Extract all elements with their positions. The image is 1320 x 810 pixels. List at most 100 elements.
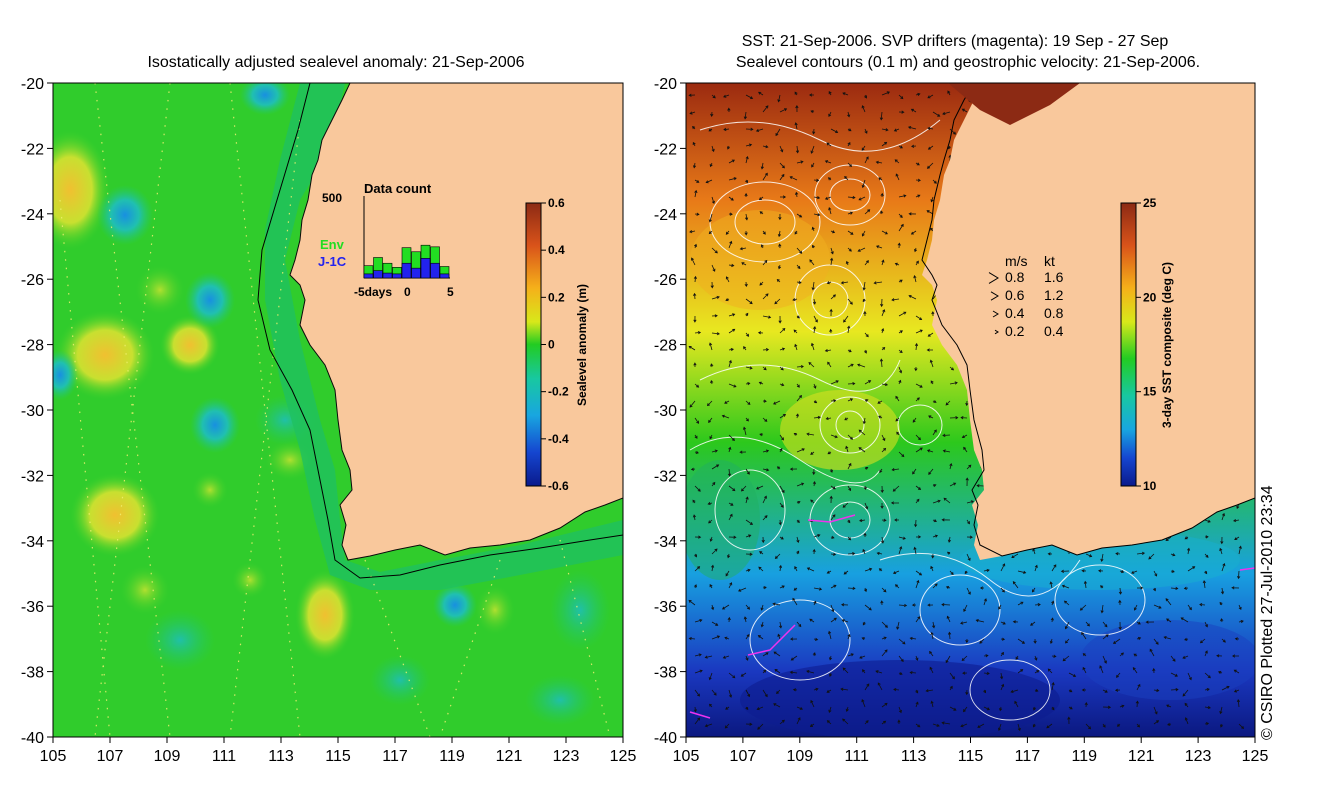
- velocity-arrow: [790, 637, 798, 641]
- velocity-arrow: [826, 689, 832, 693]
- sla-colorbar-tick-label: -0.4: [548, 432, 569, 446]
- velocity-arrow: [709, 434, 713, 440]
- velocity-arrow: [930, 700, 934, 708]
- velocity-arrow: [744, 281, 748, 287]
- velocity-arrow: [709, 162, 713, 168]
- velocity-arrow: [966, 464, 972, 470]
- velocity-arrow: [931, 311, 935, 317]
- velocity-arrow: [1182, 689, 1189, 697]
- velocity-arrow: [796, 264, 801, 270]
- left-xtick-label: 105: [40, 748, 67, 765]
- velocity-arrow: [879, 468, 883, 474]
- velocity-arrow: [863, 532, 867, 538]
- velocity-arrow: [964, 570, 968, 575]
- velocity-arrow: [762, 417, 768, 422]
- velocity-arrow: [813, 534, 821, 538]
- velocity-arrow: [930, 631, 934, 640]
- velocity-arrow: [708, 703, 713, 708]
- sla-high-blob: [53, 130, 110, 250]
- velocity-arrow: [932, 429, 937, 436]
- velocity-arrow: [796, 519, 800, 523]
- velocity-arrow: [876, 551, 883, 555]
- velocity-arrow: [1118, 599, 1122, 606]
- coastline: [289, 83, 623, 561]
- velocity-arrow: [828, 91, 832, 96]
- velocity-arrow: [826, 570, 832, 574]
- sst-cold-patch: [740, 660, 1060, 737]
- velocity-arrow: [862, 621, 866, 626]
- velocity-arrow: [728, 383, 737, 388]
- velocity-arrow: [842, 718, 849, 725]
- velocity-arrow: [949, 570, 954, 576]
- velocity-arrow: [983, 706, 991, 711]
- inset-xtick-neg5: -5days: [354, 285, 392, 299]
- velocity-arrow: [998, 723, 1002, 732]
- velocity-arrow: [946, 615, 951, 623]
- velocity-arrow: [694, 535, 702, 539]
- right-xtick-label: 119: [1072, 748, 1098, 765]
- velocity-arrow: [795, 145, 800, 154]
- velocity-arrow: [949, 672, 955, 680]
- velocity-arrow: [1136, 683, 1141, 691]
- velocity-arrow: [758, 91, 764, 96]
- velocity-arrow: [881, 447, 887, 453]
- velocity-arrow: [711, 481, 716, 487]
- velocity-arrow: [847, 398, 854, 402]
- velocity-arrow: [776, 689, 781, 695]
- velocity-arrow: [1237, 570, 1241, 580]
- velocity-arrow: [739, 450, 747, 454]
- velocity-arrow: [1204, 722, 1210, 726]
- velocity-arrow: [864, 156, 869, 164]
- velocity-arrow: [1238, 545, 1242, 555]
- velocity-arrow: [983, 654, 989, 658]
- velocity-arrow: [708, 672, 713, 681]
- velocity-arrow: [1118, 587, 1123, 595]
- shelf-band: [265, 83, 623, 590]
- left-map-title: Isostatically adjusted sealevel anomaly:…: [147, 54, 524, 71]
- velocity-arrow: [847, 552, 856, 556]
- velocity-arrow: [1131, 570, 1138, 574]
- velocity-arrow: [796, 383, 800, 388]
- velocity-arrow: [796, 536, 800, 544]
- velocity-arrow: [762, 293, 769, 300]
- velocity-arrow: [689, 230, 696, 234]
- velocity-arrow: [810, 145, 815, 154]
- velocity-arrow: [947, 90, 951, 96]
- velocity-arrow: [745, 179, 748, 184]
- velocity-arrow: [745, 332, 750, 337]
- velocity-arrow: [1000, 651, 1004, 657]
- velocity-arrow: [861, 230, 866, 237]
- velocity-arrow: [1182, 655, 1189, 659]
- velocity-arrow: [728, 263, 735, 268]
- velocity-arrow: [880, 502, 884, 509]
- velocity-arrow: [1102, 634, 1109, 640]
- velocity-arrow: [1167, 722, 1172, 726]
- velocity-legend-kt: 1.6: [1044, 269, 1064, 285]
- velocity-arrow: [881, 141, 888, 147]
- velocity-arrow: [762, 145, 769, 149]
- velocity-arrow: [1051, 706, 1055, 711]
- velocity-arrow: [929, 666, 934, 674]
- velocity-arrow: [961, 108, 968, 113]
- velocity-arrow: [857, 247, 866, 252]
- velocity-arrow: [858, 196, 866, 201]
- velocity-arrow: [898, 349, 903, 353]
- velocity-arrow: [777, 633, 781, 640]
- velocity-arrow: [1085, 723, 1092, 730]
- velocity-arrow: [930, 196, 934, 203]
- velocity-arrow: [1119, 569, 1125, 574]
- velocity-arrow: [711, 196, 715, 205]
- velocity-arrow: [896, 431, 900, 436]
- velocity-arrow: [915, 194, 921, 198]
- velocity-arrow: [796, 280, 802, 284]
- velocity-arrow: [1051, 564, 1057, 572]
- velocity-arrow: [1000, 621, 1006, 625]
- velocity-arrow: [932, 484, 937, 488]
- inset-bar-j1c: [382, 272, 393, 279]
- velocity-arrow: [762, 259, 768, 266]
- velocity-arrow: [929, 650, 934, 657]
- velocity-arrow: [1049, 581, 1053, 589]
- right-xtick-label: 115: [958, 748, 984, 765]
- velocity-arrow: [779, 347, 786, 351]
- velocity-arrow: [694, 330, 702, 335]
